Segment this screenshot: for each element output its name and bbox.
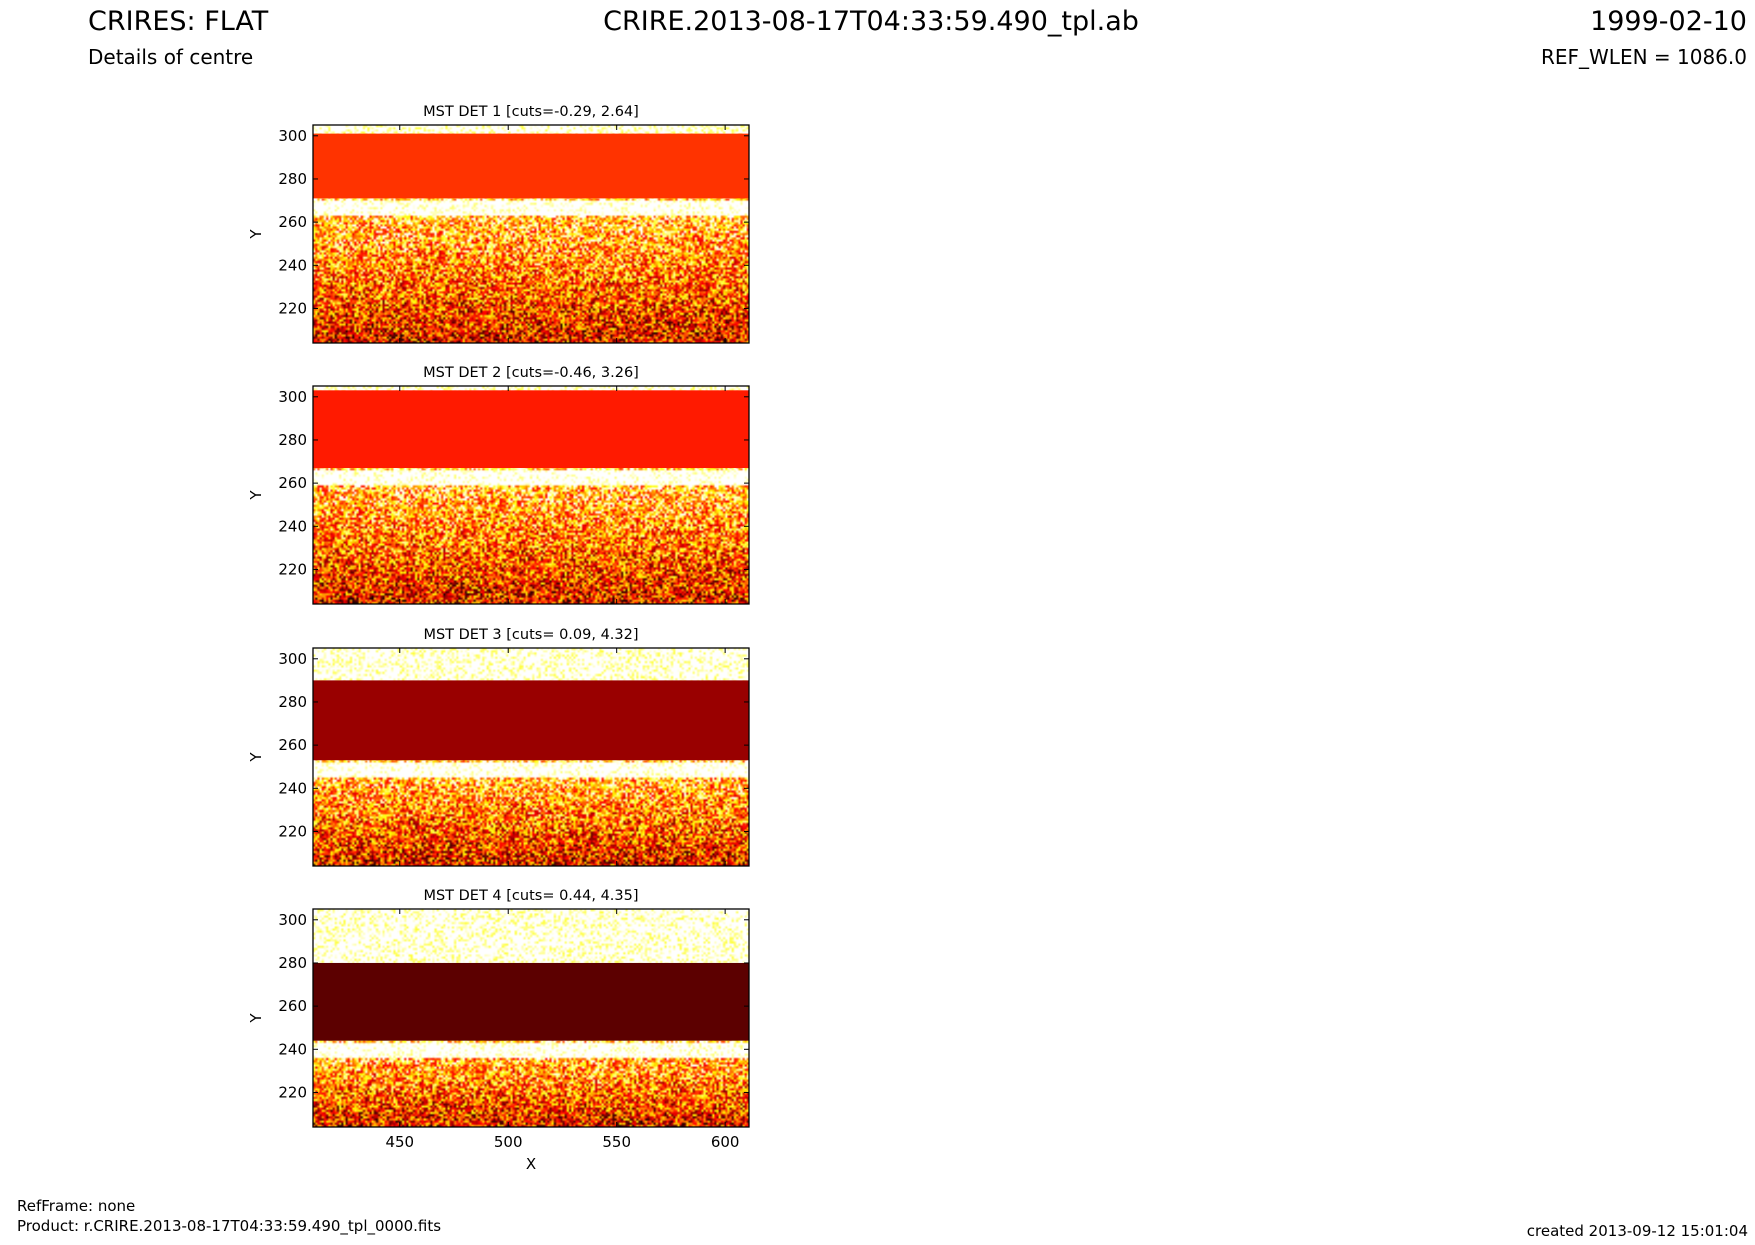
axes-frame bbox=[312, 908, 750, 1128]
figure-title: CRIRES: FLAT bbox=[88, 6, 269, 37]
date-title: 1999-02-10 bbox=[1590, 6, 1747, 37]
y-tick-label: 260 bbox=[278, 474, 307, 492]
y-tick-label: 220 bbox=[278, 822, 307, 840]
x-tick-label: 600 bbox=[711, 1133, 740, 1151]
product-label: Product: r.CRIRE.2013-08-17T04:33:59.490… bbox=[17, 1217, 442, 1235]
detector-panel-3: MST DET 3 [cuts= 0.09, 4.32] 220 240 260 280… bbox=[247, 627, 750, 867]
panel-title: MST DET 3 [cuts= 0.09, 4.32] bbox=[423, 627, 638, 643]
y-tick-label: 260 bbox=[278, 997, 307, 1015]
file-name-title: CRIRE.2013-08-17T04:33:59.490_tpl.ab bbox=[603, 6, 1139, 37]
y-axis-label: Y bbox=[247, 1013, 265, 1024]
panel-title: MST DET 2 [cuts=-0.46, 3.26] bbox=[423, 365, 639, 381]
y-tick-label: 300 bbox=[278, 911, 307, 929]
axes-frame bbox=[312, 385, 750, 605]
y-tick-label: 300 bbox=[278, 650, 307, 668]
y-tick-label: 220 bbox=[278, 1083, 307, 1101]
y-tick-label: 260 bbox=[278, 213, 307, 231]
panel-title: MST DET 4 [cuts= 0.44, 4.35] bbox=[423, 888, 638, 904]
detector-panel-2: MST DET 2 [cuts=-0.46, 3.26] 220 240 260 280… bbox=[247, 365, 750, 605]
y-tick-label: 300 bbox=[278, 127, 307, 145]
y-tick-label: 280 bbox=[278, 693, 307, 711]
detector-panel-1: MST DET 1 [cuts=-0.29, 2.64] 220 240 260 280… bbox=[247, 104, 750, 344]
x-tick-label: 500 bbox=[494, 1133, 523, 1151]
detector-panel-4: MST DET 4 [cuts= 0.44, 4.35] 220 240 260 280… bbox=[247, 888, 750, 1173]
y-tick-label: 240 bbox=[278, 1040, 307, 1058]
y-axis-label: Y bbox=[247, 229, 265, 240]
x-tick-label: 450 bbox=[385, 1133, 414, 1151]
y-tick-label: 220 bbox=[278, 560, 307, 578]
figure-subtitle: Details of centre bbox=[88, 45, 254, 69]
y-axis-label: Y bbox=[247, 752, 265, 763]
panel-title: MST DET 1 [cuts=-0.29, 2.64] bbox=[423, 104, 639, 120]
flat-field-band bbox=[313, 680, 749, 761]
flat-field-band bbox=[313, 390, 749, 469]
y-axis-label: Y bbox=[247, 490, 265, 501]
x-tick-label: 550 bbox=[602, 1133, 631, 1151]
y-tick-label: 220 bbox=[278, 299, 307, 317]
refframe-label: RefFrame: none bbox=[17, 1197, 136, 1215]
flat-field-band bbox=[313, 133, 749, 199]
axes-frame bbox=[312, 124, 750, 344]
ref-wlen-label: REF_WLEN = 1086.0 bbox=[1540, 45, 1747, 69]
y-tick-label: 260 bbox=[278, 736, 307, 754]
flat-field-band bbox=[313, 962, 749, 1041]
created-label: created 2013-09-12 15:01:04 bbox=[1526, 1222, 1748, 1240]
y-tick-label: 240 bbox=[278, 256, 307, 274]
y-tick-label: 280 bbox=[278, 170, 307, 188]
y-tick-label: 300 bbox=[278, 388, 307, 406]
axes-frame bbox=[312, 647, 750, 867]
x-axis-label: X bbox=[526, 1155, 536, 1173]
y-tick-label: 240 bbox=[278, 779, 307, 797]
y-tick-label: 240 bbox=[278, 517, 307, 535]
y-tick-label: 280 bbox=[278, 954, 307, 972]
y-tick-label: 280 bbox=[278, 431, 307, 449]
